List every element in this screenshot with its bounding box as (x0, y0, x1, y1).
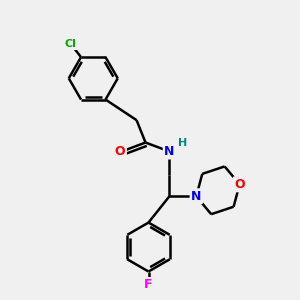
Text: F: F (144, 278, 153, 292)
Text: Cl: Cl (64, 39, 76, 49)
Text: N: N (164, 145, 175, 158)
Text: H: H (178, 137, 188, 148)
Text: N: N (191, 190, 202, 203)
Text: O: O (234, 178, 245, 191)
Text: O: O (115, 145, 125, 158)
